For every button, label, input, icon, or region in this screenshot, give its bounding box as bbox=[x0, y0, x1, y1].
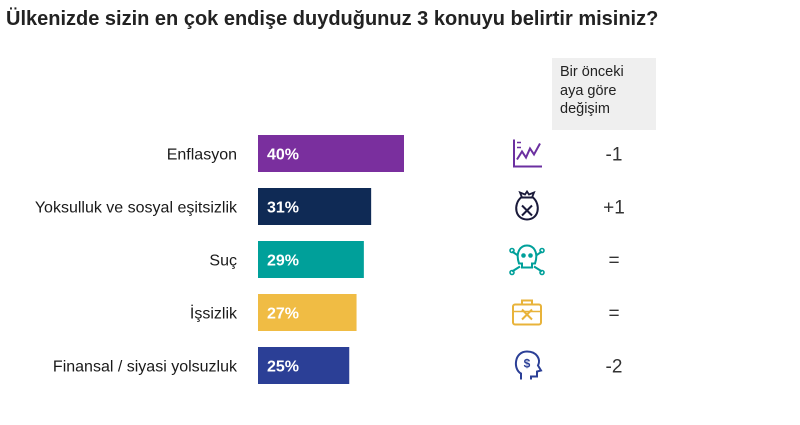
bar bbox=[258, 188, 372, 225]
change-value: +1 bbox=[603, 198, 625, 219]
category-label: İşsizlik bbox=[190, 304, 238, 323]
value-label: 31% bbox=[267, 200, 299, 217]
value-label: 25% bbox=[267, 359, 299, 376]
change-value: -1 bbox=[606, 145, 623, 166]
bar bbox=[258, 294, 357, 331]
change-column-header: Bir önceki aya göre değişim bbox=[552, 58, 656, 130]
change-header-line-1: Bir önceki bbox=[560, 64, 624, 80]
category-label: Finansal / siyasi yolsuzluk bbox=[53, 359, 238, 376]
money-bag-icon bbox=[515, 189, 539, 221]
svg-text:$: $ bbox=[524, 357, 531, 371]
category-label: Yoksulluk ve sosyal eşitsizlik bbox=[35, 200, 238, 217]
head-dollar-icon: $ bbox=[514, 350, 543, 380]
value-label: 27% bbox=[267, 306, 299, 323]
value-label: 40% bbox=[267, 147, 299, 164]
chart-line-icon bbox=[513, 139, 542, 168]
skull-crossbones-icon bbox=[509, 244, 545, 276]
change-header-line-3: değişim bbox=[560, 101, 610, 117]
change-value: -2 bbox=[606, 357, 623, 378]
bar bbox=[258, 135, 404, 172]
briefcase-icon bbox=[512, 299, 542, 326]
bar bbox=[258, 241, 364, 278]
category-label: Enflasyon bbox=[167, 147, 237, 164]
bar bbox=[258, 347, 350, 384]
change-value: = bbox=[608, 304, 619, 325]
change-header-line-2: aya göre bbox=[560, 82, 617, 99]
value-label: 29% bbox=[267, 253, 299, 270]
category-label: Suç bbox=[209, 253, 237, 270]
change-value: = bbox=[608, 251, 619, 272]
chart-title: Ülkenizde sizin en çok endişe duyduğunuz… bbox=[6, 8, 659, 30]
